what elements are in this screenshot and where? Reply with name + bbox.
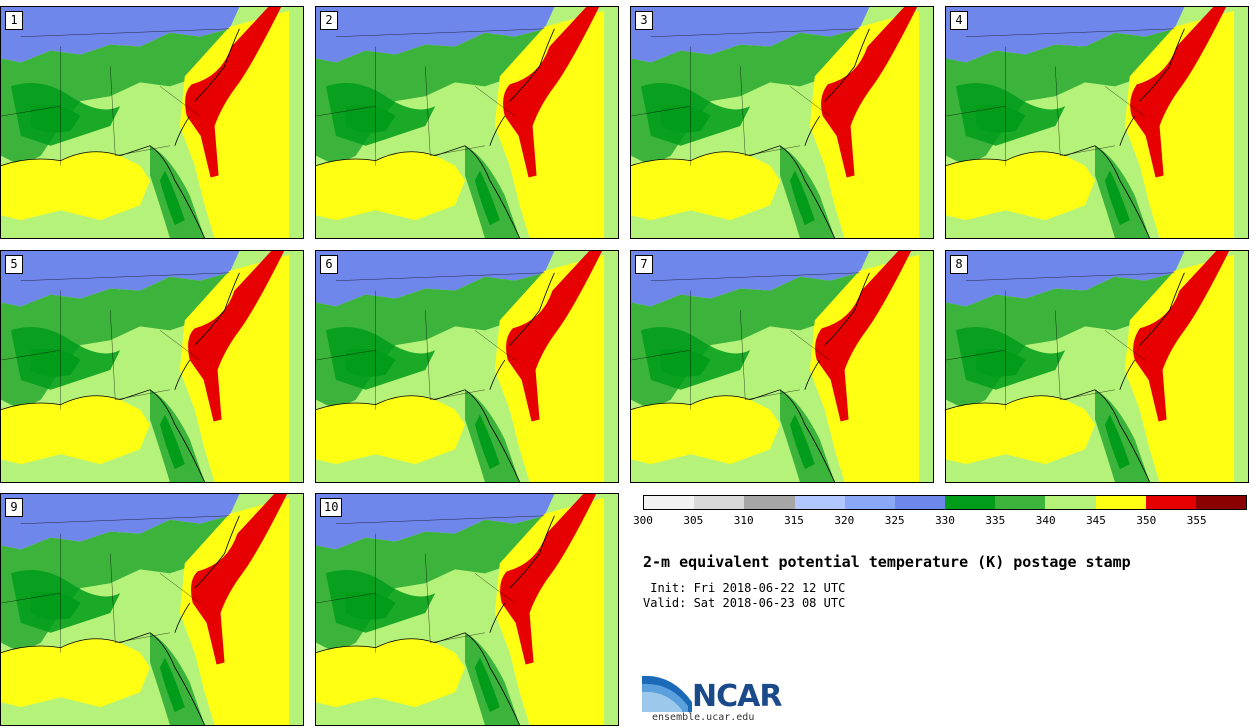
colorbar-tick-label: 300 [633,514,653,527]
colorbar-tick-label: 350 [1136,514,1157,527]
colorbar-segment [995,496,1046,509]
colorbar-segment [1195,496,1247,509]
colorbar-segment [644,496,695,509]
ensemble-member-map: 5 [0,250,304,483]
ensemble-member-map: 4 [945,6,1249,239]
ensemble-member-map: 2 [315,6,619,239]
ensemble-member-map: 9 [0,493,304,726]
colorbar [643,495,1247,510]
colorbar-tick-label: 310 [733,514,754,527]
member-number-label: 5 [5,255,23,274]
colorbar-segment [794,496,845,509]
colorbar-segment [1045,496,1096,509]
member-number-label: 1 [5,11,23,30]
logo-url: ensemble.ucar.edu [652,712,755,723]
valid-time: Valid: Sat 2018-06-23 08 UTC [643,596,846,610]
ensemble-member-map: 8 [945,250,1249,483]
colorbar-tick-label: 335 [985,514,1006,527]
colorbar-tick-label: 315 [784,514,804,527]
colorbar-tick-label: 330 [935,514,955,527]
colorbar-tick-label: 340 [1035,514,1056,527]
colorbar-segment [744,496,795,509]
colorbar-tick-label: 325 [884,514,905,527]
colorbar-tick-label: 345 [1086,514,1106,527]
member-number-label: 4 [950,11,968,30]
member-number-label: 2 [320,11,338,30]
ensemble-member-map: 6 [315,250,619,483]
member-number-label: 7 [635,255,653,274]
member-number-label: 3 [635,11,653,30]
colorbar-segment [894,496,946,509]
ensemble-member-map: 3 [630,6,934,239]
colorbar-tick-label: 355 [1186,514,1207,527]
colorbar-segment [1095,496,1146,509]
member-number-label: 6 [320,255,338,274]
logo-text: NCAR [692,679,782,714]
member-number-label: 9 [5,498,23,517]
member-number-label: 8 [950,255,968,274]
colorbar-segment [945,496,996,509]
colorbar-ticks: 300 305 310 315 320 325 330 335 340 345 350 355 [633,514,1247,528]
ensemble-member-map: 1 [0,6,304,239]
ensemble-member-map: 10 [315,493,619,726]
colorbar-tick-label: 305 [683,514,704,527]
ensemble-member-map: 7 [630,250,934,483]
colorbar-segment [694,496,745,509]
colorbar-tick-label: 320 [834,514,855,527]
ncar-logo-icon [642,675,692,712]
colorbar-segment [1145,496,1196,509]
colorbar-segment [844,496,895,509]
figure-title: 2-m equivalent potential temperature (K)… [643,553,1131,571]
init-time: Init: Fri 2018-06-22 12 UTC [643,581,846,595]
member-number-label: 10 [320,498,343,517]
